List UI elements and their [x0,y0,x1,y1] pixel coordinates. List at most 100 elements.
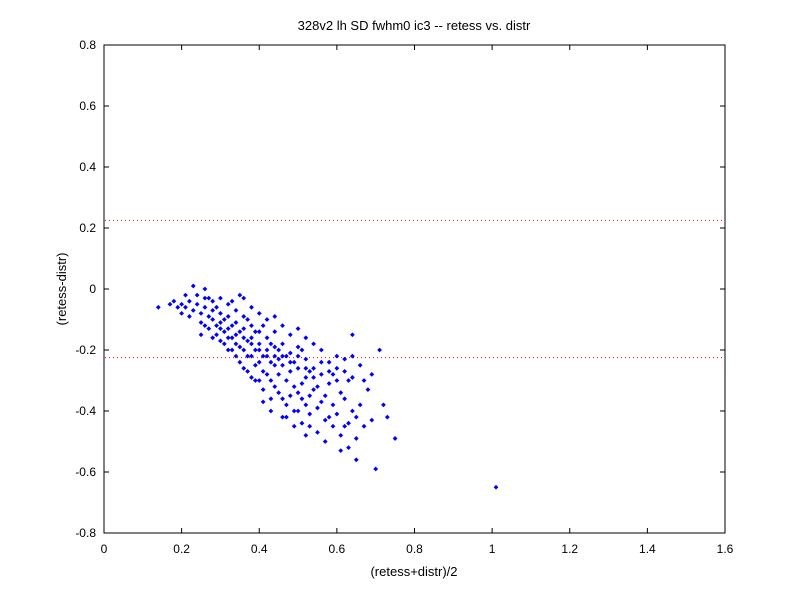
data-point [291,384,297,389]
data-point [326,368,332,374]
data-point [381,402,386,408]
data-point [291,408,297,414]
x-axis: 0 0.2 0.4 0.6 0.8 1 1.2 1.4 1.6 [101,45,734,556]
data-point [241,314,247,319]
data-points [155,283,499,490]
data-point [229,347,235,353]
data-point [318,359,324,365]
data-point [233,332,239,338]
data-point [186,298,192,304]
data-point [369,417,375,423]
data-point [260,368,266,374]
data-point [272,344,278,350]
data-point [284,414,289,420]
data-point [350,375,355,380]
data-point [330,423,336,429]
data-point [256,359,262,365]
data-point [272,314,278,319]
data-point [315,384,320,389]
data-point [303,335,309,341]
data-point [198,320,204,325]
data-point [198,332,204,338]
data-point [264,353,270,359]
data-point [342,356,348,362]
x-tick-label: 0.6 [329,542,346,556]
data-point [237,344,243,350]
data-point [206,295,212,301]
data-point [229,335,235,341]
data-point [241,326,247,332]
data-point [225,335,231,341]
data-point [291,359,297,365]
data-point [210,298,216,304]
data-point [233,341,239,347]
x-tick-label: 1.4 [639,542,656,556]
data-point [330,402,336,408]
data-point [334,353,340,359]
data-point [326,359,332,365]
data-point [284,353,289,359]
data-point [357,362,363,368]
data-point [322,439,328,444]
data-point [202,286,208,292]
data-point [256,341,262,347]
data-point [202,323,208,328]
data-point [179,311,185,316]
data-point [334,365,340,371]
data-point [245,317,251,322]
x-axis-label: (retess+distr)/2 [370,564,457,579]
data-point [249,375,254,380]
x-tick-label: 0.2 [173,542,190,556]
data-point [311,341,316,347]
data-point [284,378,289,383]
y-axis-label: (retess-distr) [54,253,69,326]
data-point [326,414,332,420]
data-point [287,393,293,399]
data-point [295,390,301,396]
data-point [280,341,285,347]
data-point [264,317,270,322]
data-point [249,335,254,341]
data-point [194,301,200,307]
data-point [264,347,270,353]
data-point [218,326,223,332]
data-point [361,378,367,383]
data-point [311,375,316,380]
data-point [295,344,301,350]
data-point [295,408,301,414]
data-point [264,372,270,377]
data-point [287,359,293,365]
data-point [280,362,285,368]
data-point [206,326,212,332]
data-point [206,314,212,319]
data-point [179,301,185,307]
data-point [260,323,266,328]
data-point [295,326,301,332]
data-point [268,341,274,347]
data-point [311,387,316,393]
data-point [252,378,258,383]
data-point [183,304,188,310]
data-point [186,314,192,319]
data-point [218,320,223,325]
data-point [256,329,262,335]
data-point [334,378,340,383]
data-point [190,307,196,313]
data-point [210,307,216,313]
data-point [171,298,177,304]
data-point [210,317,216,322]
data-point [237,359,243,365]
data-point [260,399,266,405]
data-point [276,390,282,396]
data-point [194,292,200,298]
data-point [249,304,254,310]
data-point [268,396,274,402]
data-point [190,283,196,289]
data-point [322,393,328,399]
data-point [303,375,309,380]
data-point [233,307,239,313]
data-point [229,298,235,304]
data-point [245,338,251,344]
y-tick-label: -0.2 [75,343,96,357]
